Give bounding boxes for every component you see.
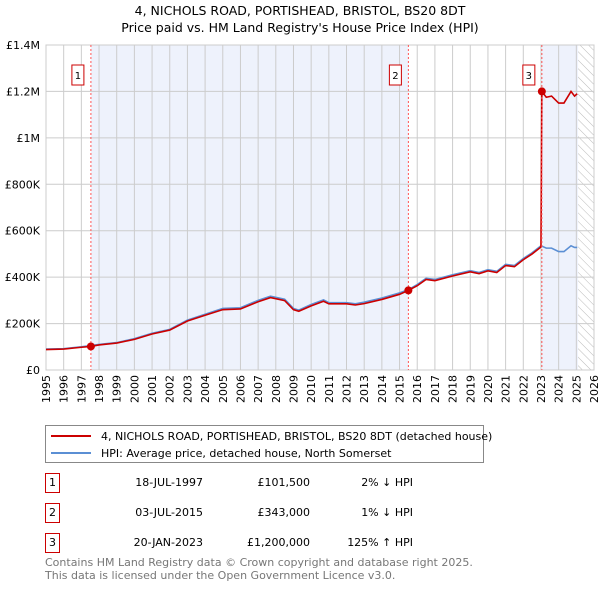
x-tick-label: 2023	[535, 375, 548, 403]
x-tick-label: 2006	[234, 375, 247, 403]
chart-title: 4, NICHOLS ROAD, PORTISHEAD, BRISTOL, BS…	[134, 3, 466, 18]
sale-point	[86, 342, 95, 351]
shaded-period	[541, 45, 579, 370]
x-tick-label: 2013	[358, 375, 371, 403]
y-tick-label: £800K	[5, 178, 41, 191]
y-tick-label: £1.4M	[6, 39, 40, 52]
sale-badge-box	[388, 64, 402, 86]
sale-price: £101,500	[257, 476, 311, 489]
sale-badge: 1	[45, 473, 60, 493]
sale-date: 03-JUL-2015	[135, 506, 203, 519]
y-tick-label: £0	[26, 364, 40, 377]
legend-item-hpi: HPI: Average price, detached house, Nort…	[46, 445, 391, 461]
legend-label: HPI: Average price, detached house, Nort…	[101, 446, 392, 460]
x-tick-label: 2021	[500, 375, 513, 403]
x-tick-label: 2010	[305, 375, 318, 403]
sale-badge-box	[522, 64, 536, 86]
legend-item-property: 4, NICHOLS ROAD, PORTISHEAD, BRISTOL, BS…	[46, 428, 492, 444]
plot-area: 1995 1996 1997 1998 1999 2000 2001 2002 2003 2004…	[5, 39, 600, 403]
x-tick-label: 2020	[482, 375, 495, 403]
x-tick-label: 2002	[164, 375, 177, 403]
x-tick-label: 1996	[58, 375, 71, 403]
x-tick-label: 2016	[411, 375, 424, 403]
footer: Contains HM Land Registry data © Crown c…	[45, 556, 473, 582]
sale-row: 1 18-JUL-1997 £101,500 2% ↓ HPI	[45, 473, 445, 493]
sale-hpi-diff: 1% ↓ HPI	[361, 506, 413, 519]
sale-badge: 3	[45, 533, 60, 553]
x-tick-label: 2022	[517, 375, 530, 403]
x-tick-label: 2018	[447, 375, 460, 403]
x-tick-label: 2026	[588, 375, 600, 403]
sale-date: 18-JUL-1997	[135, 476, 203, 489]
x-tick-label: 1997	[75, 375, 88, 403]
x-tick-label: 2009	[287, 375, 300, 403]
sale-badge-box	[71, 64, 85, 86]
footer-line: This data is licensed under the Open Gov…	[45, 569, 396, 582]
x-tick-label: 2012	[341, 375, 354, 403]
x-tick-label: 2008	[270, 375, 283, 403]
sale-price: £343,000	[257, 506, 311, 519]
x-tick-label: 2007	[252, 375, 265, 403]
chart-subtitle: Price paid vs. HM Land Registry's House …	[121, 20, 479, 35]
sale-price: £1,200,000	[247, 536, 310, 549]
x-tick-label: 2024	[553, 375, 566, 403]
x-tick-label: 2025	[570, 375, 583, 403]
sale-hpi-diff: 2% ↓ HPI	[361, 476, 413, 489]
y-tick-label: £1.2M	[6, 85, 40, 98]
legend: 4, NICHOLS ROAD, PORTISHEAD, BRISTOL, BS…	[45, 425, 492, 463]
sale-row: 3 20-JAN-2023 £1,200,000 125% ↑ HPI	[45, 533, 445, 553]
property-price-line	[45, 89, 578, 351]
sale-row: 2 03-JUL-2015 £343,000 1% ↓ HPI	[45, 503, 445, 523]
footer-line: Contains HM Land Registry data © Crown c…	[45, 556, 473, 569]
sale-date: 20-JAN-2023	[133, 536, 203, 549]
legend-swatch-blue	[51, 452, 91, 454]
x-tick-label: 2005	[217, 375, 230, 403]
x-tick-label: 2004	[199, 375, 212, 403]
x-tick-label: 2011	[323, 375, 336, 403]
sale-badge-label: 1	[75, 71, 81, 82]
y-tick-label: £400K	[5, 271, 41, 284]
y-tick-label: £600K	[5, 225, 41, 238]
sale-point	[537, 87, 546, 96]
sale-hpi-diff: 125% ↑ HPI	[347, 536, 413, 549]
forecast-hatch	[578, 45, 594, 370]
x-tick-label: 2001	[146, 375, 159, 403]
x-tick-label: 2015	[394, 375, 407, 403]
x-tick-label: 2014	[376, 375, 389, 403]
sale-badge: 2	[45, 503, 60, 523]
plot-border	[45, 44, 595, 371]
y-tick-label: £200K	[5, 318, 41, 331]
sale-badge-label: 2	[392, 71, 398, 82]
sale-point	[404, 286, 413, 295]
x-tick-label: 1998	[93, 375, 106, 403]
sale-badge-label: 3	[526, 71, 532, 82]
x-tick-label: 2003	[181, 375, 194, 403]
x-tick-label: 2019	[464, 375, 477, 403]
y-tick-label: £1M	[17, 132, 41, 145]
x-tick-label: 2017	[429, 375, 442, 403]
x-tick-label: 1995	[40, 375, 53, 403]
x-tick-label: 2000	[128, 375, 141, 403]
x-tick-label: 1999	[111, 375, 124, 403]
legend-swatch-red	[51, 435, 91, 437]
legend-label: 4, NICHOLS ROAD, PORTISHEAD, BRISTOL, BS…	[101, 429, 493, 443]
shaded-period	[90, 45, 409, 370]
